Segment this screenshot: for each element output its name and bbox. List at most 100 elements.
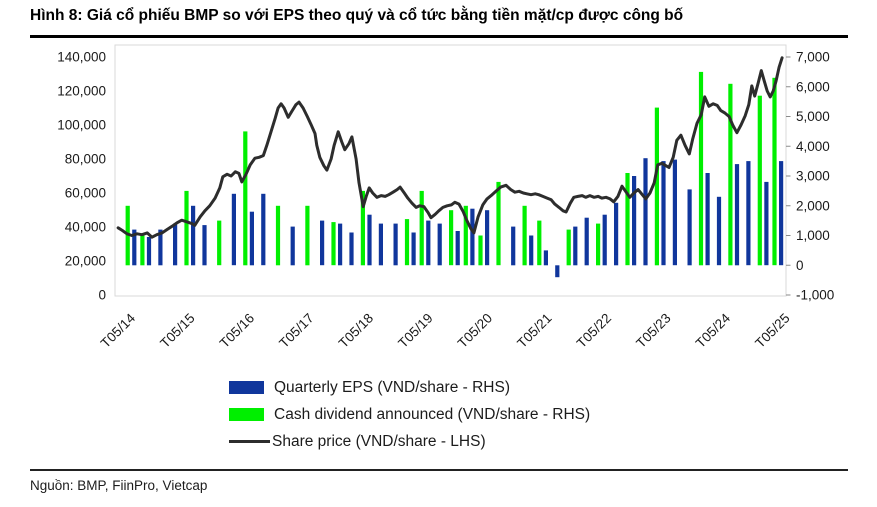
bar-dividend <box>757 95 762 266</box>
legend-label-eps: Quarterly EPS (VND/share - RHS) <box>274 378 510 396</box>
right-axis-tick-label: 1,000 <box>796 228 830 243</box>
right-axis-tick-label: 4,000 <box>796 139 830 154</box>
legend-item-eps: Quarterly EPS (VND/share - RHS) <box>229 374 590 401</box>
left-axis-tick-label: 140,000 <box>57 50 106 65</box>
legend-item-dividend: Cash dividend announced (VND/share - RHS… <box>229 401 590 428</box>
bar-eps <box>529 235 534 266</box>
bar-eps <box>455 231 460 266</box>
bar-eps <box>437 223 442 266</box>
bar-dividend <box>463 205 468 266</box>
bar-dividend <box>496 181 501 266</box>
bar-dividend <box>596 223 601 266</box>
share-price-line <box>116 56 784 239</box>
x-axis-tick-label: T05/25 <box>752 311 792 351</box>
bar-eps <box>173 223 178 266</box>
x-axis-tick-label: T05/20 <box>455 311 495 351</box>
bar-eps <box>393 223 398 266</box>
x-axis-tick-label: T05/19 <box>395 311 435 351</box>
x-axis-tick-label: T05/22 <box>574 311 614 351</box>
x-axis-tick-label: T05/14 <box>98 310 139 351</box>
bar-dividend <box>625 173 630 266</box>
legend-item-price: Share price (VND/share - LHS) <box>229 428 590 455</box>
legend-label-dividend: Cash dividend announced (VND/share - RHS… <box>274 405 591 423</box>
right-axis-tick-label: 0 <box>796 258 804 273</box>
source-note: Nguồn: BMP, FiinPro, Vietcap <box>30 478 208 493</box>
bar-eps <box>614 202 619 266</box>
plot-border <box>114 44 787 297</box>
bar-dividend <box>140 235 145 266</box>
bar-eps <box>779 161 784 266</box>
bar-eps <box>378 223 383 266</box>
bar-eps <box>158 229 163 266</box>
bar-dividend <box>449 210 454 266</box>
x-axis-tick-label: T05/23 <box>633 311 673 351</box>
bar-dividend <box>275 205 281 266</box>
x-axis-tick-label: T05/18 <box>336 311 376 351</box>
bar-eps <box>661 161 666 266</box>
legend-label-price: Share price (VND/share - LHS) <box>272 432 486 450</box>
left-axis-tick-label: 0 <box>98 288 106 303</box>
x-axis-tick-label: T05/17 <box>276 311 316 351</box>
dividend-bar-swatch <box>229 408 264 421</box>
bar-dividend <box>522 205 527 266</box>
x-axis-tick-label: T05/16 <box>217 311 257 351</box>
bar-eps <box>555 265 560 278</box>
bar-eps <box>764 181 769 266</box>
bar-eps <box>746 161 751 266</box>
bar-eps <box>734 164 740 266</box>
bar-dividend <box>305 205 310 266</box>
x-axis-tick-label: T05/15 <box>157 311 197 351</box>
right-axis-tick-label: 2,000 <box>796 198 830 213</box>
bar-dividend <box>331 222 336 266</box>
left-axis-tick-label: 60,000 <box>65 186 106 201</box>
bar-eps <box>231 193 236 266</box>
bar-eps <box>249 211 254 266</box>
bar-dividend <box>419 190 424 266</box>
bar-eps <box>573 226 578 266</box>
price-line-swatch <box>229 439 270 444</box>
bar-eps <box>672 159 677 266</box>
bar-eps <box>716 196 722 266</box>
bar-eps <box>687 189 692 266</box>
bar-dividend <box>772 77 777 266</box>
bar-eps <box>349 232 354 266</box>
source-divider <box>30 469 848 471</box>
bar-dividend <box>478 235 483 266</box>
bar-eps <box>584 217 589 266</box>
bar-dividend <box>404 219 410 266</box>
figure-title: Hình 8: Giá cổ phiếu BMP so với EPS theo… <box>30 7 684 24</box>
bar-eps <box>290 226 295 266</box>
bar-eps <box>632 176 637 266</box>
right-axis-tick-label: 6,000 <box>796 79 830 94</box>
right-axis-tick-label: 5,000 <box>796 109 830 124</box>
bar-eps <box>202 225 207 266</box>
bar-eps <box>705 173 710 266</box>
bar-eps <box>485 210 490 266</box>
legend: Quarterly EPS (VND/share - RHS) Cash div… <box>229 374 590 455</box>
bar-eps <box>426 220 431 266</box>
bar-eps <box>261 193 266 266</box>
left-axis-tick-label: 40,000 <box>65 220 106 235</box>
bar-eps <box>470 208 475 266</box>
bar-eps <box>146 237 152 266</box>
eps-bar-swatch <box>229 381 264 394</box>
right-axis-tick-label: -1,000 <box>796 288 834 303</box>
bar-eps <box>643 158 648 266</box>
bar-dividend <box>698 71 704 266</box>
bar-eps <box>320 220 325 266</box>
right-axis-tick-label: 3,000 <box>796 169 830 184</box>
x-axis-tick-label: T05/21 <box>514 311 554 351</box>
bar-eps <box>543 250 548 266</box>
bar-dividend <box>360 190 365 266</box>
bar-dividend <box>243 131 248 266</box>
bar-eps <box>338 223 343 266</box>
bar-eps <box>411 232 416 266</box>
bar-dividend <box>184 190 189 266</box>
bar-dividend <box>654 107 659 266</box>
bar-eps <box>602 214 607 266</box>
title-divider <box>30 35 848 38</box>
bmp-price-eps-dividend-chart: 140,000 120,000 100,000 80,000 60,000 40,000 2… <box>57 44 834 351</box>
left-axis-tick-label: 20,000 <box>65 254 106 269</box>
bar-dividend <box>728 83 733 266</box>
